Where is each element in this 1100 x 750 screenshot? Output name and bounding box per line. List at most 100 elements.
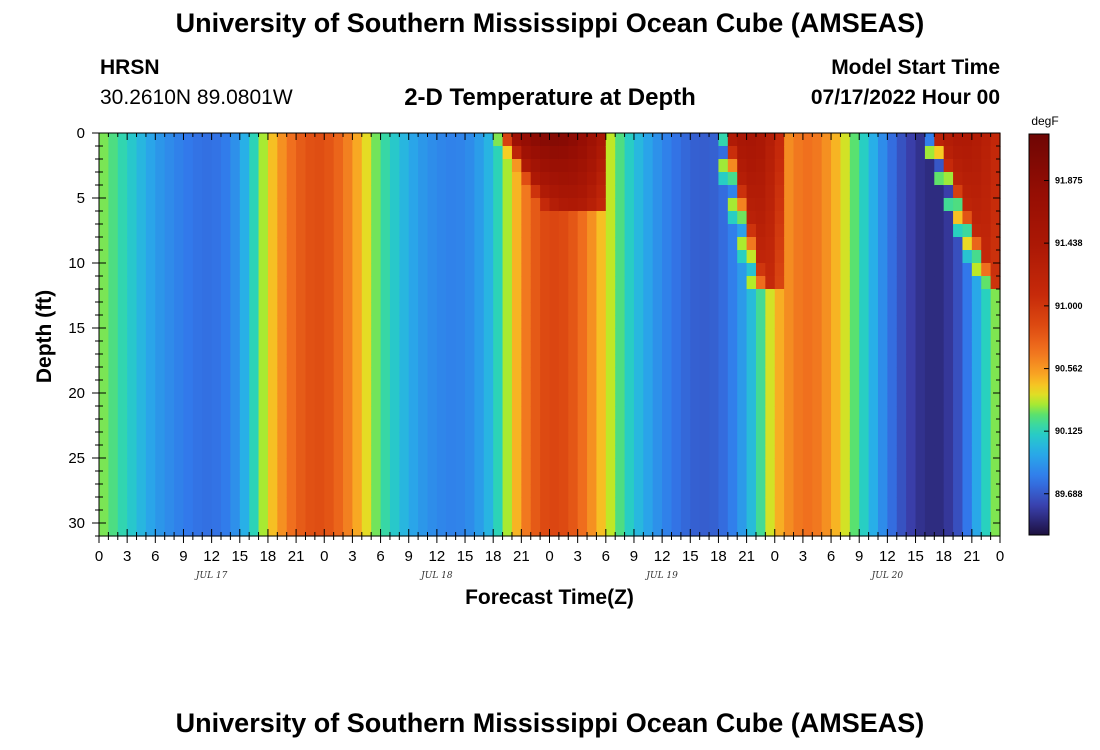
heatmap-cell [924, 419, 935, 433]
heatmap-cell [934, 133, 945, 147]
heatmap-cell [305, 315, 316, 329]
heatmap-cell [202, 276, 213, 290]
heatmap-cell [896, 406, 907, 420]
y-tick-label: 5 [77, 190, 85, 207]
heatmap-cell [211, 432, 222, 446]
heatmap-cell [418, 185, 429, 199]
heatmap-cell [249, 380, 260, 394]
heatmap-cell [727, 445, 738, 459]
heatmap-cell [493, 224, 504, 238]
heatmap-cell [662, 328, 673, 342]
heatmap-cell [333, 133, 344, 147]
heatmap-cells [99, 133, 1001, 537]
heatmap-cell [305, 172, 316, 186]
heatmap-cell [277, 185, 288, 199]
heatmap-cell [746, 263, 757, 277]
heatmap-cell [127, 458, 138, 472]
heatmap-cell [624, 380, 635, 394]
heatmap-cell [971, 133, 982, 147]
heatmap-cell [465, 224, 476, 238]
heatmap-cell [615, 250, 626, 264]
heatmap-cell [230, 172, 241, 186]
heatmap-cell [286, 146, 297, 160]
heatmap-cell [436, 471, 447, 485]
heatmap-cell [953, 328, 964, 342]
heatmap-cell [859, 380, 870, 394]
heatmap-cell [352, 484, 363, 498]
heatmap-cell [558, 224, 569, 238]
heatmap-cell [793, 185, 804, 199]
heatmap-cell [812, 432, 823, 446]
heatmap-cell [699, 484, 710, 498]
heatmap-cell [840, 367, 851, 381]
heatmap-cell [155, 237, 166, 251]
heatmap-cell [915, 211, 926, 225]
heatmap-cell [465, 211, 476, 225]
heatmap-cell [380, 458, 391, 472]
heatmap-cell [324, 419, 335, 433]
heatmap-cell [802, 198, 813, 212]
heatmap-cell [812, 380, 823, 394]
heatmap-cell [540, 367, 551, 381]
heatmap-cell [502, 237, 513, 251]
heatmap-cell [671, 250, 682, 264]
heatmap-cell [643, 523, 654, 537]
heatmap-cell [962, 341, 973, 355]
heatmap-cell [267, 276, 278, 290]
heatmap-cell [511, 328, 522, 342]
heatmap-cell [671, 289, 682, 303]
heatmap-cell [605, 380, 616, 394]
heatmap-cell [192, 393, 203, 407]
heatmap-cell [389, 172, 400, 186]
heatmap-cell [624, 367, 635, 381]
heatmap-cell [568, 523, 579, 537]
heatmap-cell [436, 393, 447, 407]
heatmap-cell [943, 367, 954, 381]
heatmap-cell [493, 315, 504, 329]
heatmap-cell [568, 328, 579, 342]
heatmap-cell [643, 510, 654, 524]
heatmap-cell [624, 237, 635, 251]
heatmap-cell [230, 133, 241, 147]
heatmap-cell [943, 497, 954, 511]
heatmap-cell [371, 276, 382, 290]
heatmap-cell [174, 133, 185, 147]
heatmap-cell [558, 510, 569, 524]
heatmap-cell [408, 211, 419, 225]
heatmap-cell [662, 471, 673, 485]
heatmap-cell [202, 393, 213, 407]
heatmap-cell [352, 380, 363, 394]
heatmap-cell [286, 523, 297, 537]
heatmap-cell [680, 471, 691, 485]
heatmap-cell [117, 302, 128, 316]
heatmap-cell [849, 471, 860, 485]
heatmap-cell [333, 419, 344, 433]
heatmap-cell [136, 289, 147, 303]
heatmap-cell [643, 380, 654, 394]
heatmap-cell [333, 445, 344, 459]
heatmap-cell [605, 471, 616, 485]
heatmap-cell [821, 406, 832, 420]
heatmap-cell [446, 471, 457, 485]
heatmap-cell [718, 159, 729, 173]
heatmap-cell [896, 146, 907, 160]
heatmap-cell [267, 380, 278, 394]
heatmap-cell [558, 159, 569, 173]
heatmap-cell [371, 354, 382, 368]
heatmap-cell [389, 445, 400, 459]
heatmap-cell [727, 380, 738, 394]
heatmap-cell [943, 432, 954, 446]
heatmap-cell [174, 432, 185, 446]
heatmap-cell [568, 185, 579, 199]
heatmap-cell [849, 328, 860, 342]
heatmap-cell [239, 471, 250, 485]
heatmap-cell [558, 263, 569, 277]
heatmap-cell [521, 133, 532, 147]
heatmap-cell [145, 224, 156, 238]
heatmap-cell [249, 328, 260, 342]
heatmap-cell [709, 510, 720, 524]
heatmap-cell [343, 471, 354, 485]
heatmap-cell [840, 289, 851, 303]
heatmap-cell [624, 445, 635, 459]
heatmap-cell [361, 484, 372, 498]
